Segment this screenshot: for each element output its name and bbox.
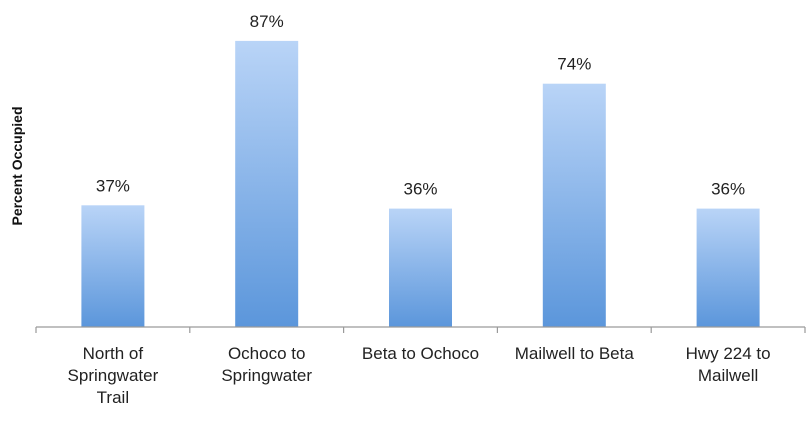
data-label: 87% <box>250 12 284 31</box>
y-axis-title: Percent Occupied <box>9 106 25 226</box>
bar <box>235 40 299 328</box>
category-label: Mailwell to Beta <box>514 344 634 363</box>
bars-group <box>81 40 760 328</box>
data-label: 36% <box>403 180 437 199</box>
category-label: Beta to Ochoco <box>361 344 480 363</box>
data-label: 74% <box>557 55 591 74</box>
bar <box>696 208 760 327</box>
data-label: 36% <box>711 180 745 199</box>
category-label: North of Springwater Trail <box>67 344 159 407</box>
bar <box>389 208 452 327</box>
bar <box>81 205 145 327</box>
data-label: 37% <box>96 176 130 195</box>
category-label: Ochoco to Springwater <box>221 344 313 385</box>
value-labels-group: 37% 87% 36% 74% 36% <box>96 12 745 199</box>
x-axis-ticks <box>35 327 806 333</box>
bar <box>542 83 606 327</box>
category-label: Hwy 224 to Mailwell <box>685 344 771 385</box>
